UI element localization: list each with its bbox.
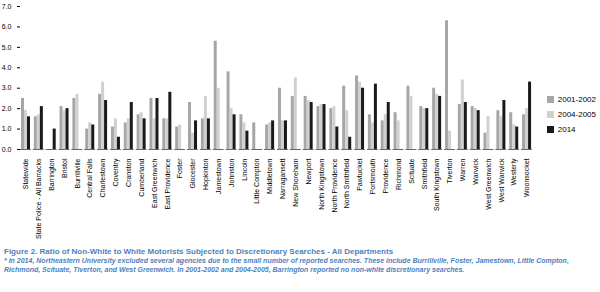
svg-text:Richmond: Richmond xyxy=(395,158,402,190)
html-text:Figure 2. Ratio of Non-White t: Figure 2. Ratio of Non-White to White Mo… xyxy=(4,247,394,256)
svg-text:Johnston: Johnston xyxy=(228,158,235,187)
svg-text:Pawtucket: Pawtucket xyxy=(356,158,363,190)
svg-text:North Providence: North Providence xyxy=(331,158,338,212)
svg-text:Jamestown: Jamestown xyxy=(215,158,222,194)
svg-text:Westerly: Westerly xyxy=(510,158,518,186)
svg-text:0.0: 0.0 xyxy=(2,146,12,153)
svg-text:3.0: 3.0 xyxy=(2,84,12,91)
svg-text:Warwick: Warwick xyxy=(472,158,479,185)
svg-text:1.0: 1.0 xyxy=(2,125,12,132)
svg-text:Narragansett: Narragansett xyxy=(279,158,287,199)
svg-text:Burrillville: Burrillville xyxy=(74,158,81,188)
html-text:* In 2014, Northeastern Univer: * In 2014, Northeastern University exclu… xyxy=(4,257,569,273)
svg-text:Portsmouth: Portsmouth xyxy=(369,158,376,194)
svg-text:Statewide: Statewide xyxy=(22,158,29,189)
svg-text:4.0: 4.0 xyxy=(2,64,12,71)
html-text:2004-2005: 2004-2005 xyxy=(557,110,596,119)
svg-text:East Greenwich: East Greenwich xyxy=(151,158,158,208)
svg-text:West Warwick: West Warwick xyxy=(498,158,505,202)
svg-text:Barrington: Barrington xyxy=(48,158,56,190)
svg-text:5.0: 5.0 xyxy=(2,44,12,51)
svg-text:6.0: 6.0 xyxy=(2,23,12,30)
svg-text:Charlestown: Charlestown xyxy=(99,158,106,197)
svg-text:Lincoln: Lincoln xyxy=(241,158,248,180)
svg-text:North Smithfield: North Smithfield xyxy=(343,158,350,208)
svg-text:Cranston: Cranston xyxy=(125,158,132,187)
html-text:2014: 2014 xyxy=(557,125,576,134)
svg-text:West Greenwich: West Greenwich xyxy=(485,158,492,209)
svg-text:Newport: Newport xyxy=(305,158,313,184)
svg-text:2.0: 2.0 xyxy=(2,105,12,112)
svg-text:Tiverton: Tiverton xyxy=(446,158,453,183)
svg-text:State Police - All Barracks: State Police - All Barracks xyxy=(35,158,42,239)
svg-text:Smithfield: Smithfield xyxy=(420,158,427,189)
svg-text:Middletown: Middletown xyxy=(266,158,273,194)
svg-text:Scituate: Scituate xyxy=(408,158,415,183)
svg-text:Glocester: Glocester xyxy=(189,158,196,189)
svg-text:Bristol: Bristol xyxy=(61,158,68,178)
svg-text:Foster: Foster xyxy=(176,158,183,179)
svg-text:South Kingstown: South Kingstown xyxy=(433,158,441,211)
svg-text:7.0: 7.0 xyxy=(2,3,12,10)
svg-text:Cumberland: Cumberland xyxy=(138,158,145,196)
svg-text:East Providence: East Providence xyxy=(164,158,171,209)
svg-text:Providence: Providence xyxy=(382,158,389,193)
svg-text:Warren: Warren xyxy=(459,158,466,181)
svg-text:Little Compton: Little Compton xyxy=(253,158,261,203)
svg-text:New Shoreham: New Shoreham xyxy=(292,158,299,206)
svg-text:Coventry: Coventry xyxy=(112,158,120,187)
html-text:2001-2002: 2001-2002 xyxy=(557,95,596,104)
svg-text:Woonsocket: Woonsocket xyxy=(523,158,530,196)
svg-text:North Kingstown: North Kingstown xyxy=(318,158,326,209)
svg-text:Central Falls: Central Falls xyxy=(86,158,93,198)
svg-text:Hopkinton: Hopkinton xyxy=(202,158,210,190)
